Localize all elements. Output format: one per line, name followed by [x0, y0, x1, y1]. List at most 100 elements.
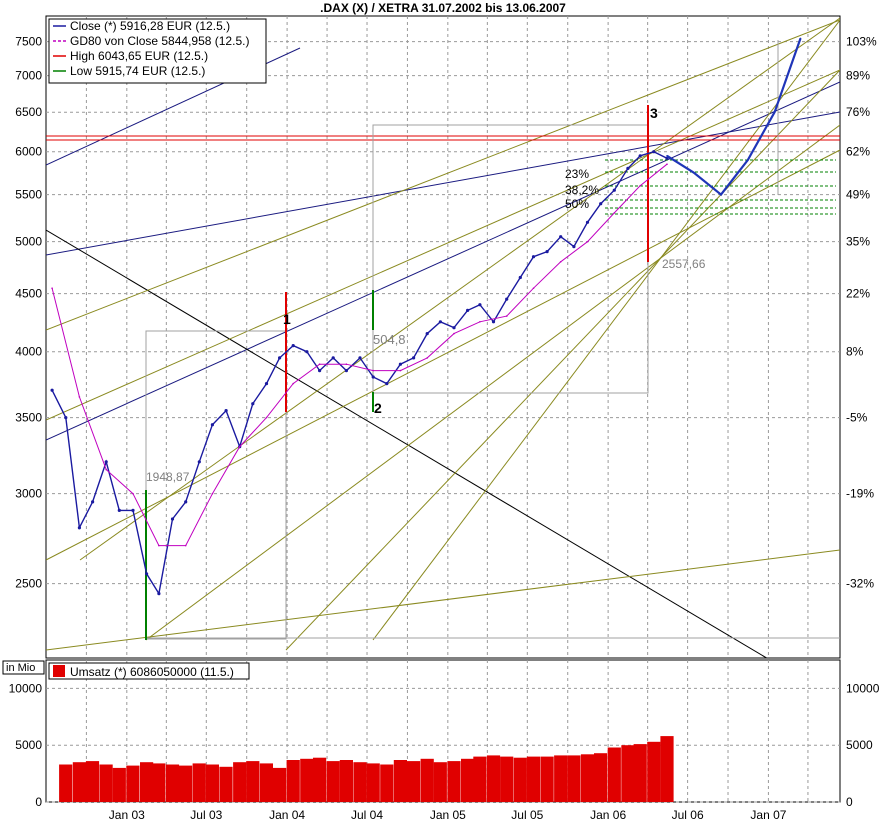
y-tick-label: 4500 — [15, 287, 42, 301]
volume-bar — [366, 763, 380, 802]
annotation-label: 1948,87 — [146, 470, 190, 484]
x-tick-label: Jul 05 — [511, 808, 543, 822]
series-point — [91, 500, 95, 504]
series-point — [331, 356, 335, 360]
series-point — [666, 155, 668, 157]
series-point — [385, 382, 389, 386]
y-tick-label-right: -5% — [846, 411, 868, 425]
volume-bar — [633, 744, 647, 802]
volume-bar — [660, 736, 674, 802]
y-tick-label: 6000 — [15, 145, 42, 159]
volume-tick-label: 10000 — [9, 681, 43, 695]
volume-bar — [526, 756, 541, 802]
series-point — [131, 508, 135, 512]
y-tick-label: 5500 — [15, 188, 42, 202]
series-point — [425, 332, 429, 336]
volume-tick-label-right: 5000 — [846, 738, 873, 752]
annotation-label: 2 — [374, 400, 382, 416]
volume-bar — [99, 764, 113, 802]
volume-bar — [393, 760, 407, 802]
series-point — [452, 326, 456, 330]
series-point — [157, 592, 161, 596]
volume-bar — [420, 758, 434, 802]
volume-bar — [192, 763, 206, 802]
trendline — [79, 17, 840, 561]
volume-bar — [486, 755, 501, 802]
series-line — [51, 163, 668, 547]
series-point — [210, 423, 214, 427]
series-point — [572, 245, 576, 249]
annotation-label: 23% — [565, 167, 589, 181]
volume-bar — [313, 757, 327, 802]
series-point — [693, 171, 695, 174]
series-point — [479, 321, 481, 323]
volume-bar — [447, 761, 461, 802]
volume-bar — [353, 762, 367, 802]
trendline — [46, 69, 840, 421]
volume-tick-label-right: 0 — [846, 795, 853, 809]
x-tick-label: Jul 04 — [351, 808, 383, 822]
y-tick-label: 6500 — [15, 105, 42, 119]
volume-bar — [461, 758, 475, 802]
x-tick-label: Jan 06 — [590, 808, 626, 822]
series-point — [358, 356, 362, 360]
series-point — [305, 350, 309, 354]
series-point — [399, 369, 402, 372]
grid — [46, 16, 840, 803]
y-tick-label: 4000 — [15, 345, 42, 359]
volume-bar — [513, 757, 527, 802]
series-point — [412, 356, 416, 360]
series-line — [666, 38, 802, 197]
x-tick-label: Jul 03 — [190, 808, 222, 822]
volume-bar — [59, 764, 73, 802]
series-point — [398, 362, 402, 366]
trendline — [46, 149, 840, 561]
volume-bar — [554, 755, 568, 802]
volume-bar — [300, 758, 314, 802]
volume-bar — [72, 762, 86, 802]
volume-legend-label: Umsatz (*) 6086050000 (11.5.) — [70, 665, 234, 679]
series-point — [132, 492, 134, 495]
y-tick-label-right: 35% — [846, 235, 870, 249]
y-tick-label: 7500 — [15, 35, 42, 49]
series-point — [117, 508, 121, 512]
series-point — [372, 369, 375, 372]
series-point — [197, 460, 201, 464]
annotations: 1 2 3 1948,87 504,8 2557,66 23% 38,2%50% — [146, 105, 706, 484]
legend-label: Low 5915,74 EUR (12.5.) — [70, 64, 205, 78]
volume-tick-label-right: 10000 — [846, 681, 880, 695]
trendlines — [46, 17, 840, 658]
series-point — [638, 154, 642, 158]
series-point — [426, 357, 429, 359]
trendline — [46, 19, 840, 331]
x-tick-label: Jan 03 — [109, 808, 145, 822]
volume-tick-label: 5000 — [15, 738, 42, 752]
annotation-label: 2557,66 — [662, 257, 706, 271]
volume-bar — [540, 756, 554, 802]
trendline — [285, 69, 840, 651]
series-point — [78, 396, 81, 398]
series-point — [224, 409, 228, 413]
series-point — [77, 526, 81, 530]
annotation-label: 3 — [650, 105, 658, 121]
series-point — [105, 468, 107, 471]
price-series — [50, 37, 802, 596]
series-point — [491, 320, 496, 324]
series-point — [505, 297, 509, 301]
y-tick-label: 3000 — [15, 487, 42, 501]
volume-legend-swatch — [53, 665, 65, 677]
trendline — [372, 19, 840, 641]
volume-bar — [126, 765, 140, 802]
volume-bar — [433, 762, 447, 802]
volume-legend: in Mio Umsatz (*) 6086050000 (11.5.) — [2, 660, 250, 680]
volume-legend-box — [48, 662, 250, 680]
series-point — [184, 500, 188, 504]
series-point — [184, 544, 187, 547]
volume-bar — [607, 747, 621, 802]
series-point — [158, 544, 160, 547]
series-point — [585, 220, 590, 224]
price-plot-area — [45, 15, 841, 659]
volume-bar — [219, 766, 233, 802]
series-point — [599, 202, 603, 206]
volume-bar — [152, 763, 166, 802]
